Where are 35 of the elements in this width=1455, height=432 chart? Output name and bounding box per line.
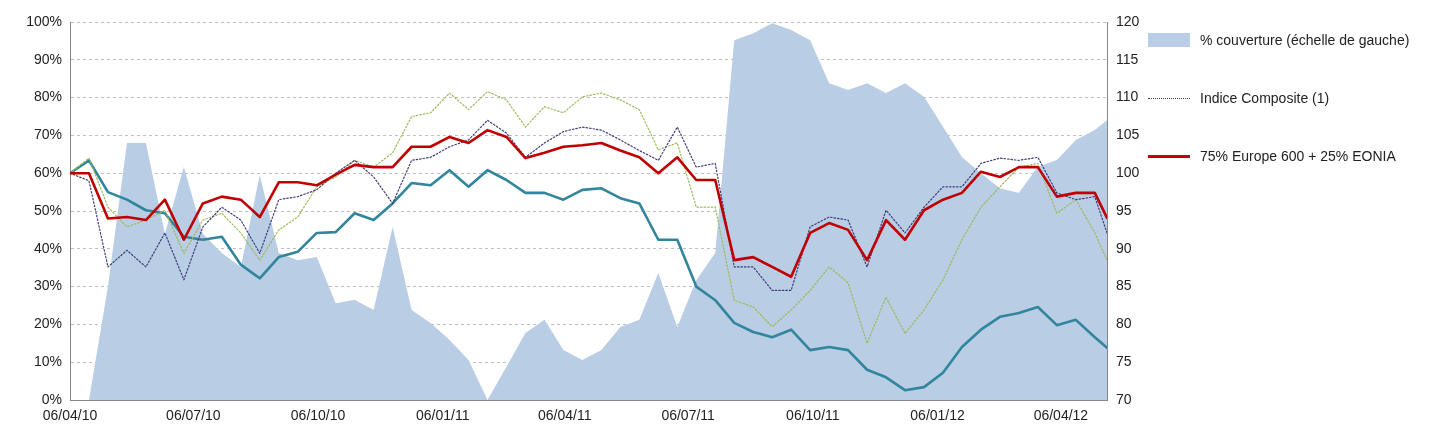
- y2-tick-label: 90: [1116, 239, 1132, 256]
- x-tick-label: 06/10/11: [786, 407, 840, 424]
- y-tick-label: 70%: [33, 126, 62, 143]
- y-tick-label: 100%: [26, 12, 62, 29]
- y2-tick-label: 110: [1116, 88, 1139, 105]
- y2-tick-label: 80: [1116, 315, 1132, 332]
- x-tick-label: 06/04/10: [42, 407, 98, 424]
- legend-label: 75% Europe 600 + 25% EONIA: [1200, 147, 1397, 166]
- y-tick-label: 40%: [33, 239, 62, 256]
- x-tick-label: 06/04/11: [538, 407, 592, 424]
- y-tick-label: 0%: [41, 390, 62, 407]
- x-tick-label: 06/01/11: [416, 407, 470, 424]
- y-tick-label: 20%: [33, 315, 62, 332]
- y2-tick-label: 75: [1116, 353, 1132, 370]
- x-tick-label: 06/07/10: [166, 407, 221, 424]
- y-tick-label: 30%: [33, 277, 62, 294]
- y-tick-label: 50%: [33, 201, 62, 218]
- y-tick-label: 80%: [33, 88, 62, 105]
- legend-label: % couverture (échelle de gauche): [1200, 31, 1411, 50]
- y2-tick-label: 120: [1116, 12, 1140, 29]
- y2-tick-label: 100: [1116, 164, 1140, 181]
- y2-tick-label: 85: [1116, 277, 1132, 294]
- y2-tick-label: 70: [1116, 390, 1132, 407]
- x-tick-label: 06/07/11: [661, 407, 716, 424]
- y-tick-label: 60%: [33, 164, 62, 181]
- x-tick-label: 06/01/12: [910, 407, 966, 424]
- y-tick-label: 90%: [33, 50, 62, 67]
- y2-tick-label: 95: [1116, 201, 1132, 218]
- y-tick-label: 10%: [33, 353, 62, 370]
- y2-tick-label: 115: [1116, 50, 1139, 67]
- x-tick-label: 06/10/10: [290, 407, 346, 424]
- legend-label: Indice Composite (1): [1200, 89, 1331, 108]
- line-series: [70, 90, 1107, 344]
- y2-tick-label: 105: [1116, 126, 1140, 143]
- x-tick-label: 06/04/12: [1033, 407, 1089, 424]
